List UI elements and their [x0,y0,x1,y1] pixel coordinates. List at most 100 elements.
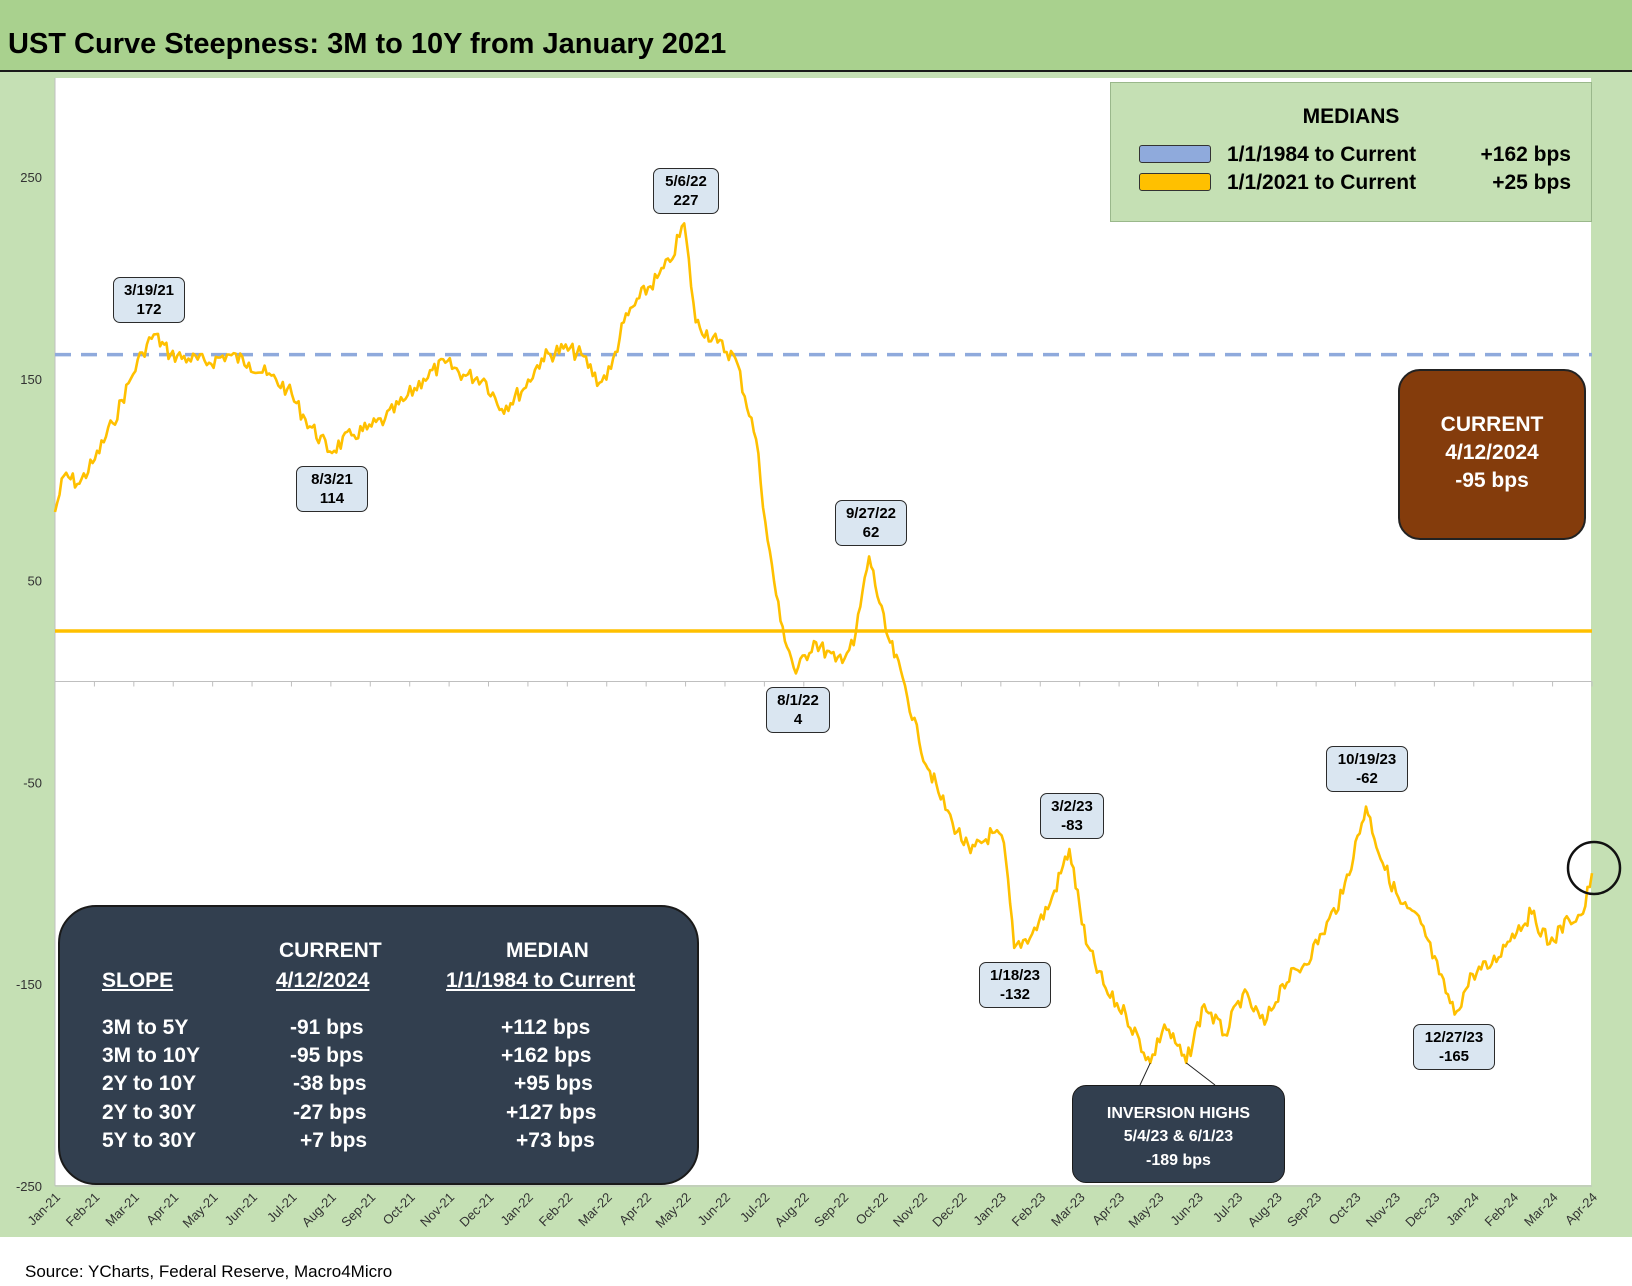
series-line-3m10y [53,222,1594,1065]
x-tick-label: Nov-21 [417,1190,457,1230]
x-tick-label: Jul-22 [737,1190,773,1226]
x-tick-label: Jul-21 [264,1190,300,1226]
callout-date: 10/19/23 [1337,751,1397,768]
x-tick-label: Sep-21 [338,1190,378,1230]
x-tick-label: Jan-23 [970,1190,1009,1229]
inversion-value: -189 bps [1146,1152,1211,1169]
callout-date: 5/6/22 [665,173,707,190]
source-note: Source: YCharts, Federal Reserve, Macro4… [25,1262,393,1281]
col-current-date: 4/12/2024 [276,969,370,992]
row-current: -95 bps [290,1044,364,1067]
y-tick-label: -150 [16,977,42,992]
callout-value: -132 [999,986,1031,1003]
x-tick-label: Mar-24 [1521,1190,1561,1230]
y-tick-label: 250 [20,170,42,185]
callout-value: 227 [673,192,699,209]
x-tick-label: Mar-21 [102,1190,142,1230]
y-tick-label: 50 [28,574,42,589]
x-tick-label: Jun-23 [1167,1190,1206,1229]
median-lines [55,352,1592,633]
y-tick-label: 150 [20,372,42,387]
x-tick-label: Apr-24 [1562,1190,1600,1228]
series-layer [53,222,1594,1065]
median-label: 1/1/1984 to Current [1227,143,1417,166]
current-point-circle [1566,840,1622,896]
col-median-range: 1/1/1984 to Current [446,969,636,992]
callout-value: -62 [1356,770,1378,787]
x-tick-label: Jan-22 [497,1190,536,1229]
x-tick-label: Apr-23 [1089,1190,1127,1228]
current-date: 4/12/2024 [1445,441,1539,464]
row-slope: 2Y to 30Y [102,1101,197,1124]
row-current: -38 bps [293,1072,367,1095]
x-tick-label: Oct-22 [853,1190,891,1228]
callout-value: -83 [1061,817,1083,834]
callout-date: 3/2/23 [1051,798,1093,815]
callout-value: 114 [319,490,345,507]
callout-date: 9/27/22 [845,505,897,522]
x-tick-label: Jun-21 [221,1190,260,1229]
title-bar [0,0,1632,72]
x-tick-label: Aug-22 [772,1190,812,1230]
callout-oct-2023: 10/19/23 -62 [1326,746,1408,792]
row-median: +95 bps [514,1072,593,1095]
callout-date: 3/19/21 [123,282,175,299]
x-tick-label: Feb-22 [536,1190,576,1230]
x-tick-label: Aug-21 [299,1190,339,1230]
row-slope: 2Y to 10Y [102,1072,197,1095]
callout-date: 8/3/21 [311,471,353,488]
callout-value: -165 [1438,1048,1470,1065]
x-tick-label: Feb-21 [63,1190,103,1230]
x-tick-label: Dec-23 [1402,1190,1442,1230]
x-tick-label: Oct-23 [1325,1190,1363,1228]
source-bar [0,1237,1632,1286]
header-current: CURRENT [279,939,382,962]
x-tick-label: Feb-23 [1009,1190,1049,1230]
leader-jun [1185,1062,1216,1086]
x-tick-label: Sep-23 [1284,1190,1324,1230]
current-value: -95 bps [1455,469,1529,492]
x-tick-label: Mar-23 [1048,1190,1088,1230]
x-tick-label: Jul-23 [1210,1190,1246,1226]
inversion-dates: 5/4/23 & 6/1/23 [1123,1128,1234,1145]
callout-date: 8/1/22 [777,692,819,709]
x-tick-label: Feb-24 [1482,1190,1522,1230]
header-median: MEDIAN [506,939,589,962]
medians-title: MEDIANS [1302,105,1400,128]
callout-trough-2021: 8/3/21 114 [296,466,368,512]
row-current: -91 bps [290,1016,364,1039]
x-tick-label: Jan-24 [1443,1190,1482,1229]
x-tick-label: Oct-21 [380,1190,418,1228]
callout-date: 12/27/23 [1424,1029,1484,1046]
x-tick-label: Apr-22 [616,1190,654,1228]
row-slope: 3M to 5Y [102,1016,189,1039]
callout-aug-2022: 8/1/22 4 [766,687,830,733]
callout-dec-2023: 12/27/23 -165 [1413,1024,1495,1070]
x-tick-label: May-22 [652,1190,693,1231]
x-tick-label: May-23 [1125,1190,1166,1231]
row-median: +73 bps [516,1129,595,1152]
x-tick-label: Jan-21 [24,1190,63,1229]
current-value-box: CURRENT 4/12/2024 -95 bps [1398,369,1586,540]
median-label: 1/1/2021 to Current [1227,171,1417,194]
callout-peak-2021: 3/19/21 172 [113,277,185,323]
callout-mar-2023: 3/2/23 -83 [1040,793,1104,839]
row-median: +127 bps [506,1101,597,1124]
swatch-1984 [1139,145,1211,163]
x-tick-label: May-21 [179,1190,220,1231]
chart-title: UST Curve Steepness: 3M to 10Y from Janu… [8,28,727,60]
inversion-leaders [1139,1062,1216,1086]
swatch-2021 [1139,173,1211,191]
row-slope: 3M to 10Y [102,1044,201,1067]
callout-date: 1/18/23 [989,967,1041,984]
median-value: +162 bps [1480,143,1571,166]
x-tick-label: Dec-22 [929,1190,969,1230]
x-tick-label: Mar-22 [575,1190,615,1230]
y-tick-label: -50 [23,775,42,790]
x-tick-label: Nov-22 [890,1190,930,1230]
row-median: +112 bps [501,1016,591,1039]
callout-sep-2022: 9/27/22 62 [835,500,907,546]
inversion-highs-box: INVERSION HIGHS 5/4/23 & 6/1/23 -189 bps [1072,1085,1285,1183]
medians-legend: MEDIANS 1/1/1984 to Current +162 bps 1/1… [1110,82,1592,222]
